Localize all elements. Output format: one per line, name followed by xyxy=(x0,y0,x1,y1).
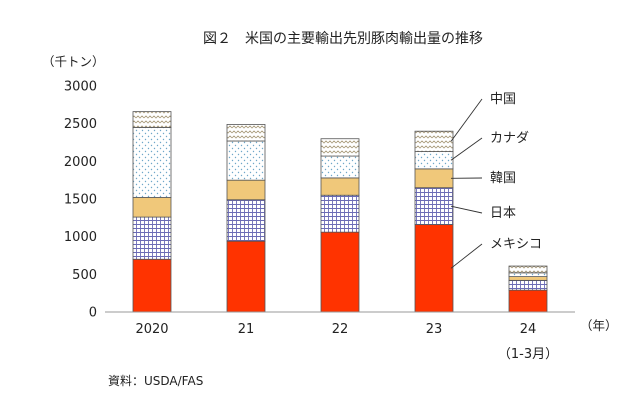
legend-leader-line xyxy=(450,243,483,269)
legend-leader-line xyxy=(450,137,483,161)
bar-segment xyxy=(508,265,548,274)
bar-segment xyxy=(132,197,172,218)
source-note: 資料：USDA/FAS xyxy=(108,374,203,388)
bar-segment xyxy=(414,187,454,226)
legend-label: 中国 xyxy=(490,92,516,107)
bar-segment xyxy=(226,140,266,181)
x-tick-label: 24 xyxy=(520,322,537,337)
bar-segment xyxy=(320,155,360,179)
bar-segment xyxy=(414,168,454,189)
y-tick-label: 2000 xyxy=(64,155,97,170)
y-tick-label: 500 xyxy=(72,268,97,283)
y-tick-label: 2500 xyxy=(64,117,97,132)
bar-segment xyxy=(132,127,172,198)
bar-segment xyxy=(226,240,266,313)
x-tick-label: 23 xyxy=(426,322,443,337)
bar-segment xyxy=(414,130,454,152)
bars xyxy=(132,111,548,313)
bar-segment xyxy=(132,111,172,128)
x-axis: 2020 21 22 23 24 （1-3月） xyxy=(105,311,575,362)
y-tick-label: 1000 xyxy=(64,230,97,245)
y-tick-label: 0 xyxy=(89,306,97,321)
bar-segment xyxy=(508,289,548,313)
x-tick-label: 21 xyxy=(238,322,255,337)
legend-label: カナダ xyxy=(490,131,529,146)
legend-label: 韓国 xyxy=(490,171,516,186)
chart-title: 図２ 米国の主要輸出先別豚肉輸出量の推移 xyxy=(203,31,483,47)
bar-segment xyxy=(320,194,360,233)
bar-segment xyxy=(414,224,454,313)
bar-segment xyxy=(508,276,548,281)
legend-leader-line xyxy=(450,98,483,142)
bar-segment xyxy=(226,124,266,142)
bar-segment xyxy=(132,258,172,313)
legend-leader-line xyxy=(450,205,483,214)
legend-label: メキシコ xyxy=(490,237,542,252)
bar-segment xyxy=(320,231,360,313)
bar-segment xyxy=(508,279,548,291)
x-axis-unit: （年） xyxy=(580,318,618,333)
x-tick-subtitle: （1-3月） xyxy=(498,347,558,362)
bar-segment xyxy=(320,138,360,157)
bar-segment xyxy=(508,272,548,277)
x-tick-label: 22 xyxy=(332,322,349,337)
bar-segment xyxy=(226,179,266,201)
legend-label: 日本 xyxy=(490,206,516,221)
y-axis: 0 500 1000 1500 2000 2500 3000 xyxy=(64,80,97,321)
y-tick-label: 1500 xyxy=(64,193,97,208)
bar-segment xyxy=(226,199,266,242)
bar-segment xyxy=(132,216,172,260)
y-tick-label: 3000 xyxy=(64,80,97,95)
y-axis-unit: （千トン） xyxy=(42,54,105,69)
bar-segment xyxy=(320,177,360,196)
legend: メキシコ 日本 韓国 カナダ 中国 xyxy=(450,92,542,269)
x-tick-label: 2020 xyxy=(135,322,168,337)
bar-segment xyxy=(414,151,454,170)
